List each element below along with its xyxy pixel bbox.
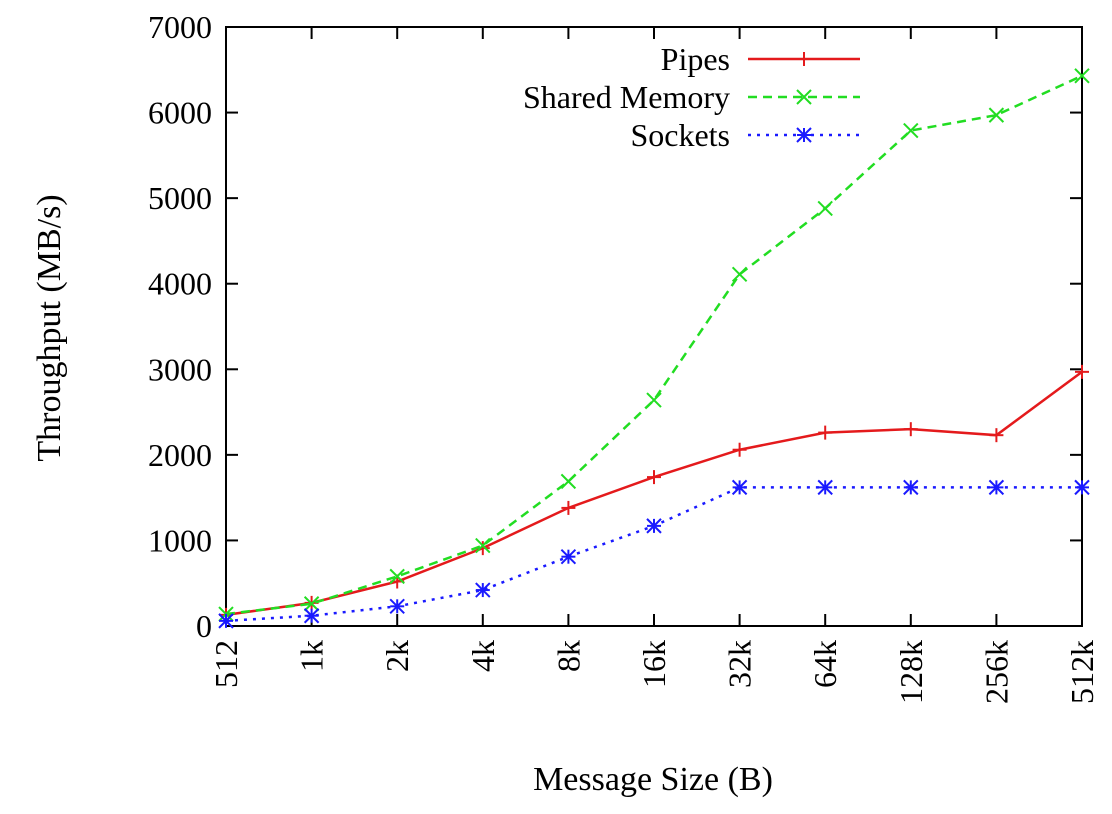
y-tick-label: 1000	[148, 522, 212, 558]
x-tick-label: 256k	[978, 640, 1014, 704]
legend-label: Sockets	[630, 117, 730, 153]
data-point	[732, 442, 747, 457]
data-point	[1074, 479, 1090, 496]
y-axis-title: Throughput (MB/s)	[31, 194, 68, 461]
legend-entry: Shared Memory	[523, 79, 860, 115]
data-point	[989, 428, 1004, 443]
x-tick-label: 512	[208, 640, 244, 688]
data-point	[988, 107, 1005, 123]
y-tick-label: 3000	[148, 351, 212, 387]
legend-marker	[796, 89, 812, 105]
y-tick-label: 4000	[148, 266, 212, 302]
y-tick-label: 0	[196, 608, 212, 644]
data-point	[731, 266, 748, 283]
y-tick-label: 5000	[148, 180, 212, 216]
x-tick-label: 1k	[294, 640, 330, 672]
data-point	[903, 479, 919, 496]
x-axis-ticks: 512 1k 2k 4k 8k 16k 32k 64k 128k 256k 512k	[208, 27, 1100, 704]
legend-label: Shared Memory	[523, 79, 730, 115]
data-point	[817, 200, 833, 217]
x-tick-label: 2k	[379, 640, 415, 672]
legend-marker	[797, 52, 811, 66]
series-layer	[218, 68, 1090, 629]
data-point	[988, 479, 1005, 496]
data-point	[817, 479, 833, 496]
data-point	[560, 548, 577, 565]
data-point	[218, 613, 234, 629]
series-line	[225, 370, 1083, 617]
data-point	[389, 568, 405, 585]
data-point	[561, 500, 576, 515]
y-axis-ticks: 0 1000 2000 3000 4000 5000 6000 7000	[148, 9, 1082, 644]
data-point	[1075, 364, 1089, 379]
x-tick-label: 4k	[465, 640, 501, 672]
series-line	[225, 74, 1083, 616]
data-point	[646, 518, 662, 534]
data-point	[646, 392, 662, 408]
legend-marker	[796, 127, 812, 143]
x-tick-label: 512k	[1064, 640, 1100, 704]
data-point	[303, 608, 320, 624]
x-tick-label: 8k	[550, 640, 586, 672]
legend-entry: Pipes	[661, 41, 860, 77]
x-tick-label: 64k	[807, 640, 843, 688]
data-point	[903, 422, 918, 437]
data-point	[818, 425, 833, 440]
data-point	[731, 479, 748, 496]
legend-label: Pipes	[661, 41, 730, 77]
data-point	[303, 596, 320, 612]
y-tick-label: 2000	[148, 437, 212, 473]
data-point	[903, 122, 919, 139]
data-point	[1074, 68, 1090, 84]
y-tick-label: 7000	[148, 9, 212, 45]
x-tick-label: 128k	[893, 640, 929, 704]
x-tick-label: 32k	[722, 640, 758, 688]
y-tick-label: 6000	[148, 95, 212, 131]
series-pipes	[219, 364, 1089, 622]
data-point	[389, 598, 405, 615]
data-point	[475, 582, 491, 598]
series-sockets	[218, 479, 1090, 629]
x-axis-title: Message Size (B)	[533, 761, 773, 798]
x-tick-label: 16k	[636, 640, 672, 688]
data-point	[560, 473, 577, 490]
data-point	[475, 537, 491, 554]
series-line	[225, 486, 1082, 623]
legend-entry: Sockets	[630, 117, 860, 153]
data-point	[647, 470, 661, 485]
